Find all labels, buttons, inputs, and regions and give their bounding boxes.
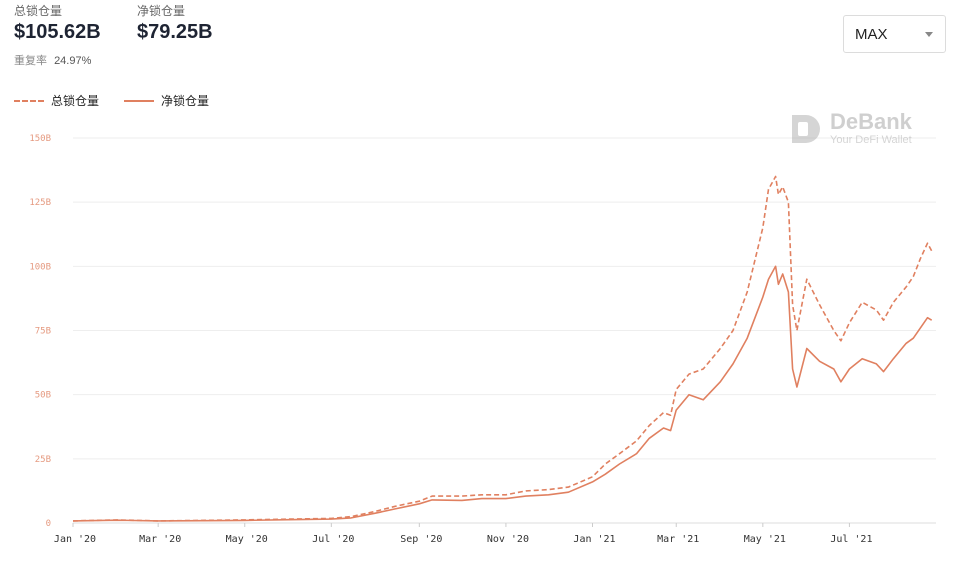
legend-item-total-tvl[interactable]: 总锁仓量 <box>14 92 99 109</box>
x-tick-label: May '20 <box>226 534 268 545</box>
legend-item-net-tvl[interactable]: 净锁仓量 <box>124 92 209 109</box>
y-tick-label: 0 <box>46 519 51 529</box>
watermark-tagline: Your DeFi Wallet <box>830 134 912 146</box>
y-tick-label: 150B <box>29 134 51 144</box>
x-tick-label: Nov '20 <box>487 534 529 545</box>
total-tvl-stat: 总锁仓量 $105.62B <box>14 4 101 45</box>
total-tvl-label: 总锁仓量 <box>14 4 63 18</box>
y-tick-label: 25B <box>35 455 51 465</box>
x-tick-label: Jul '20 <box>312 534 354 545</box>
net-tvl-label: 净锁仓量 <box>137 4 186 18</box>
total-tvl-value: $105.62B <box>14 21 101 43</box>
series-line-net-tvl <box>72 265 933 522</box>
y-tick-label: 125B <box>29 198 51 208</box>
x-tick-label: Jan '21 <box>573 534 615 545</box>
debank-logo-icon <box>792 114 820 143</box>
y-axis-ticks: 0 25B 50B 75B 100B 125B 150B <box>29 134 51 529</box>
x-tick-label: Mar '21 <box>657 534 699 545</box>
legend-label-net-tvl: 净锁仓量 <box>161 94 210 108</box>
solid-line-swatch-icon <box>124 99 154 102</box>
dashed-line-swatch-icon <box>14 99 44 102</box>
x-tick-label: Jul '21 <box>830 534 872 545</box>
net-tvl-value: $79.25B <box>137 21 213 43</box>
y-tick-label: 100B <box>29 262 51 272</box>
y-tick-label: 50B <box>35 391 51 401</box>
series-line-total-tvl <box>72 175 933 522</box>
debank-watermark: DeBank Your DeFi Wallet <box>788 110 912 147</box>
net-tvl-stat: 净锁仓量 $79.25B <box>137 4 213 45</box>
x-tick-label: Sep '20 <box>400 534 442 545</box>
legend-label-total-tvl: 总锁仓量 <box>51 94 100 108</box>
x-axis-ticks: Jan '20 Mar '20 May '20 Jul '20 Sep '20 Nov '… <box>54 523 872 545</box>
duplication-ratio: 重复率 24.97% <box>14 52 91 68</box>
time-range-select[interactable]: MAX <box>843 15 946 53</box>
time-range-value: MAX <box>855 26 888 43</box>
x-tick-label: May '21 <box>744 534 786 545</box>
y-tick-label: 75B <box>35 327 51 337</box>
duplication-ratio-value: 24.97% <box>54 55 92 67</box>
grid-lines <box>73 137 936 524</box>
x-tick-label: Mar '20 <box>139 534 181 545</box>
duplication-ratio-label: 重复率 <box>14 55 47 67</box>
chevron-down-icon <box>925 32 933 37</box>
x-tick-label: Jan '20 <box>54 534 96 545</box>
watermark-brand: DeBank <box>830 109 912 134</box>
series-lines <box>72 175 933 522</box>
